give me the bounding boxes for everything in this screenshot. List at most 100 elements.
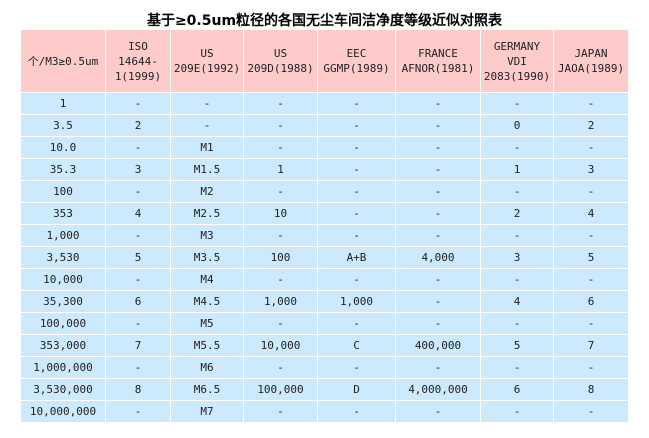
table-cell: 3.5 xyxy=(21,115,105,136)
column-header-line: JAPAN xyxy=(574,47,608,60)
table-cell: - xyxy=(318,93,395,114)
table-row: 1------- xyxy=(21,93,628,114)
column-header-line: US xyxy=(273,47,288,60)
table-cell: - xyxy=(244,313,317,334)
table-cell: - xyxy=(554,313,628,334)
table-row: 35.3 3 M1.5 1- -1 3 xyxy=(21,159,628,180)
table-cell: 10,000 xyxy=(244,335,317,356)
table-cell: - xyxy=(318,225,395,246)
table-cell: - xyxy=(396,115,480,136)
table-cell: - xyxy=(318,115,395,136)
table-cell: M7 xyxy=(171,401,243,422)
table-cell: M3.5 xyxy=(171,247,243,268)
table-cell: - xyxy=(554,357,628,378)
table-cell: M1.5 xyxy=(171,159,243,180)
table-cell: - xyxy=(554,225,628,246)
table-cell: - xyxy=(318,401,395,422)
table-cell: 10.0 xyxy=(21,137,105,158)
table-cell: - xyxy=(244,401,317,422)
table-cell: 3 xyxy=(481,247,553,268)
table-cell: A+B xyxy=(318,247,395,268)
column-header: US 209D(1988) xyxy=(244,30,317,92)
table-cell: 100,000 xyxy=(244,379,317,400)
column-header-line: FRANCE xyxy=(418,47,458,60)
column-header-line: 209D(1988) xyxy=(247,62,314,75)
table-cell: M6.5 xyxy=(171,379,243,400)
table-cell: 1,000 xyxy=(318,291,395,312)
table-cell: M4.5 xyxy=(171,291,243,312)
table-cell: 4 xyxy=(554,203,628,224)
table-cell: M6 xyxy=(171,357,243,378)
table-cell: - xyxy=(106,225,170,246)
table-cell: - xyxy=(318,313,395,334)
table-cell: 5 xyxy=(106,247,170,268)
column-header: EEC GGMP(1989) xyxy=(318,30,395,92)
table-cell: - xyxy=(396,159,480,180)
table-row: 3.5 2- - - -0 2 xyxy=(21,115,628,136)
table-cell: - xyxy=(396,401,480,422)
table-cell: M4 xyxy=(171,269,243,290)
table-cell: 353,000 xyxy=(21,335,105,356)
table-cell: 1,000 xyxy=(244,291,317,312)
table-cell: 10,000 xyxy=(21,269,105,290)
table-cell: - xyxy=(106,357,170,378)
table-cell: - xyxy=(244,137,317,158)
table-cell: 100 xyxy=(244,247,317,268)
column-header-line: GGMP(1989) xyxy=(323,62,390,75)
table-cell: - xyxy=(244,269,317,290)
table-cell: 8 xyxy=(554,379,628,400)
table-cell: - xyxy=(554,181,628,202)
table-cell: - xyxy=(481,93,553,114)
column-header: US 209E(1992) xyxy=(171,30,243,92)
table-cell: 1 xyxy=(481,159,553,180)
column-header-line: 1(1999) xyxy=(114,69,162,83)
table-cell: - xyxy=(106,313,170,334)
table-cell: 1 xyxy=(244,159,317,180)
column-header-line: VDI xyxy=(507,54,527,68)
table-cell: - xyxy=(396,269,480,290)
table-cell: - xyxy=(481,313,553,334)
column-header-line: AFNOR(1981) xyxy=(401,62,475,75)
column-header-line: US xyxy=(200,47,214,60)
table-cell: - xyxy=(396,137,480,158)
table-cell: 6 xyxy=(481,379,553,400)
table-cell: 6 xyxy=(106,291,170,312)
table-cell: - xyxy=(554,137,628,158)
column-header-line: JAOA(1989) xyxy=(557,62,625,75)
table-row: 35,300 6 M4.5 1,000 1,000-4 6 xyxy=(21,291,628,312)
column-header-line: GERMANY xyxy=(493,39,541,53)
column-header-line: ISO xyxy=(128,39,148,53)
table-row: 10,000,000- M7- - - - - xyxy=(21,401,628,422)
table-cell: - xyxy=(396,93,480,114)
column-header: FRANCE AFNOR(1981) xyxy=(396,30,480,92)
table-cell: 10,000,000 xyxy=(21,401,105,422)
table-cell: 3 xyxy=(554,159,628,180)
table-row: 3,530,000 8 M6.5 100,000 D 4,000,000 6 8 xyxy=(21,379,628,400)
table-cell: - xyxy=(244,181,317,202)
table-cell: - xyxy=(106,93,170,114)
table-cell: - xyxy=(244,357,317,378)
table-cell: 353 xyxy=(21,203,105,224)
column-header-line: 209E(1992) xyxy=(173,62,241,75)
table-row: 100,000- M5- - - - - xyxy=(21,313,628,334)
table-cell: 2 xyxy=(106,115,170,136)
column-header: JAPAN JAOA(1989) xyxy=(554,30,628,92)
table-cell: - xyxy=(318,159,395,180)
table-cell: - xyxy=(244,115,317,136)
column-header-line: 个/M3≥0.5um xyxy=(27,54,99,68)
table-cell: 3,530 xyxy=(21,247,105,268)
table-row: 1,000- M3- - - - - xyxy=(21,225,628,246)
table-cell: - xyxy=(554,93,628,114)
table-cell: - xyxy=(396,291,480,312)
table-cell: 400,000 xyxy=(396,335,480,356)
table-cell: M2.5 xyxy=(171,203,243,224)
table-cell: 100,000 xyxy=(21,313,105,334)
table-cell: 0 xyxy=(481,115,553,136)
table-cell: - xyxy=(554,269,628,290)
table-cell: - xyxy=(481,181,553,202)
table-cell: - xyxy=(244,93,317,114)
table-cell: 1,000 xyxy=(21,225,105,246)
column-header-line: 14644- xyxy=(118,54,158,68)
table-cell: 2 xyxy=(554,115,628,136)
table-cell: 2 xyxy=(481,203,553,224)
